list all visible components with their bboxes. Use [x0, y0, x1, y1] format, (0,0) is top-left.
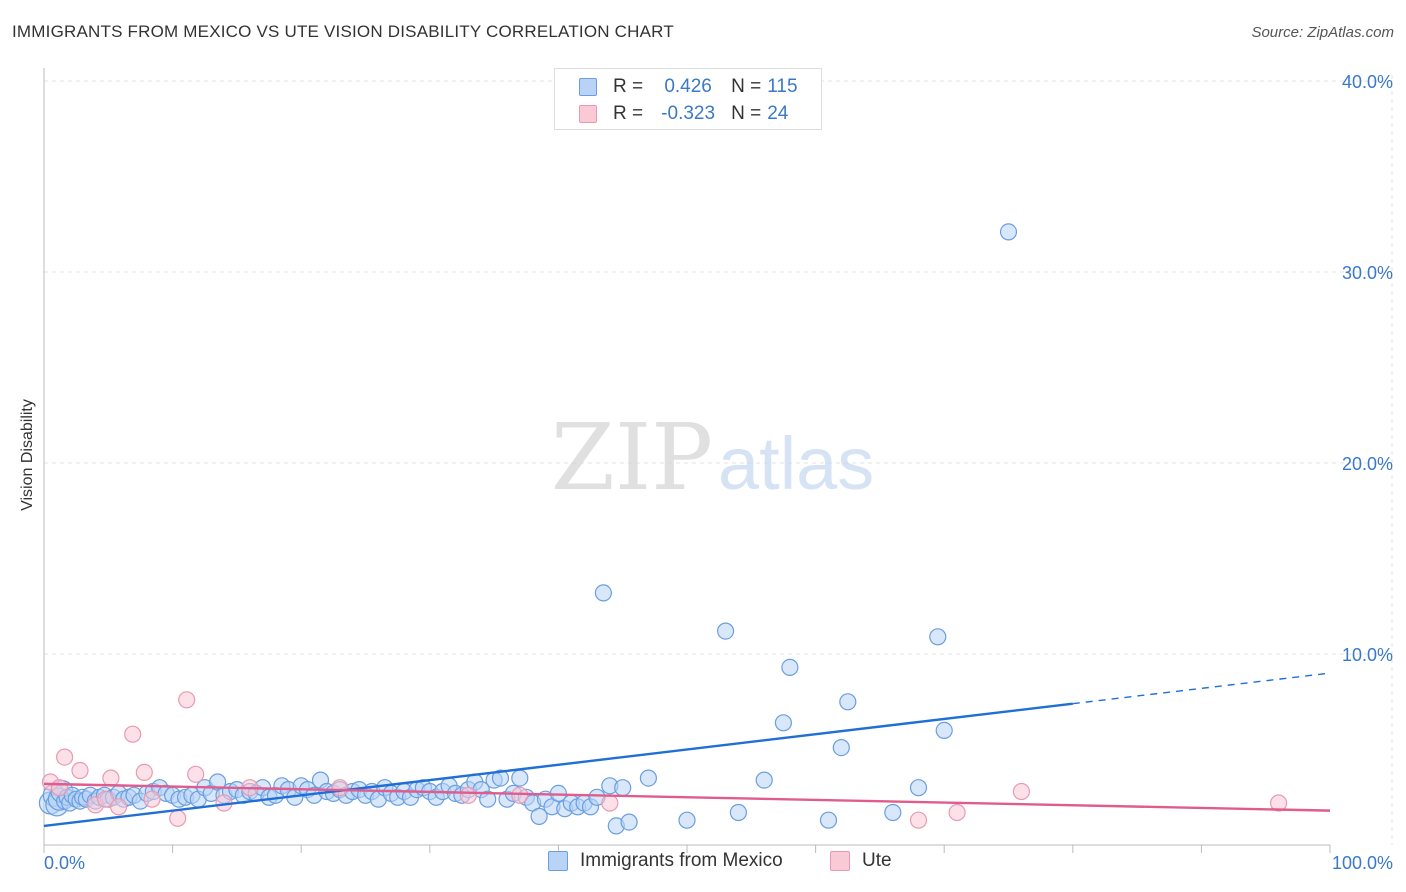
ute-point — [55, 748, 74, 766]
ute-point — [187, 765, 205, 783]
y-axis-title: Vision Disability — [19, 399, 36, 511]
n-value: 24 — [767, 103, 789, 124]
stats-box: R = 0.426 N = 115 R = -0.323 N = 24 — [554, 68, 822, 130]
mexico-point — [511, 769, 529, 787]
ute-point — [601, 794, 619, 812]
n-label: N = — [731, 103, 762, 124]
legend-swatch-mexico — [548, 851, 568, 871]
n-label: N = — [731, 76, 762, 97]
chart-legend: Immigrants from Mexico Ute — [0, 850, 1406, 878]
ute-point — [169, 809, 187, 827]
x-tick-label: 0.0% — [44, 853, 85, 873]
legend-item-mexico[interactable]: Immigrants from Mexico — [548, 850, 783, 872]
mexico-point — [729, 803, 748, 822]
mexico-point — [819, 811, 838, 829]
watermark-zip: ZIP — [551, 404, 713, 511]
ute-point — [331, 779, 349, 797]
watermark: ZIP atlas — [551, 404, 874, 511]
ute-point — [1269, 794, 1288, 812]
ute-point — [909, 811, 928, 829]
ute-point — [135, 763, 153, 782]
mexico-point — [620, 813, 638, 831]
r-label: R = — [613, 103, 644, 124]
y-tick-label: 30.0% — [1342, 263, 1393, 283]
ute-point — [50, 779, 69, 797]
mexico-point — [909, 779, 928, 797]
y-tick-label: 20.0% — [1342, 454, 1393, 474]
legend-label: Immigrants from Mexico — [580, 850, 783, 871]
ute-point — [1012, 782, 1031, 801]
mexico-point — [929, 628, 947, 646]
mexico-point — [639, 769, 658, 787]
ute-point — [97, 790, 115, 808]
mexico-point — [755, 771, 773, 789]
n-value: 115 — [767, 76, 798, 97]
mexico-point — [781, 658, 799, 677]
ute-point — [178, 691, 196, 709]
ute-point — [109, 798, 128, 816]
mexico-point — [935, 721, 953, 740]
ute-point — [143, 790, 161, 808]
mexico-point — [594, 584, 613, 602]
r-value: 0.426 — [664, 76, 712, 97]
mexico-point — [839, 693, 857, 711]
mexico-point — [884, 803, 902, 822]
legend-label: Ute — [862, 850, 892, 871]
ute-point — [71, 761, 89, 780]
mexico-point — [614, 779, 632, 797]
ute-point — [511, 786, 529, 804]
stats-row-ute: R = -0.323 N = 24 — [579, 102, 788, 126]
mexico-point — [530, 807, 548, 826]
trend-layer — [43, 672, 1331, 828]
y-tick-label: 10.0% — [1342, 645, 1393, 665]
stats-swatch-mexico — [579, 78, 597, 96]
ute-point — [124, 725, 142, 743]
mexico-point — [774, 714, 793, 732]
mexico-point — [479, 790, 497, 808]
ute-point — [948, 803, 966, 822]
chart-title: IMMIGRANTS FROM MEXICO VS UTE VISION DIS… — [12, 22, 674, 41]
points-layer — [38, 223, 1288, 835]
legend-swatch-ute — [830, 851, 850, 871]
tick-label-layer: 10.0% 20.0% 30.0% 40.0% 0.0% 100.0% — [44, 72, 1393, 873]
r-label: R = — [613, 76, 644, 97]
ute-point — [459, 786, 477, 804]
mexico-point — [491, 769, 510, 787]
stats-swatch-ute — [579, 105, 597, 123]
r-value: -0.323 — [661, 103, 716, 124]
mexico-trend-line — [43, 702, 1073, 828]
watermark-atlas: atlas — [718, 422, 874, 505]
stats-row-mexico: R = 0.426 N = 115 — [579, 75, 798, 99]
mexico-point — [716, 622, 735, 640]
legend-item-ute[interactable]: Ute — [830, 850, 892, 872]
chart-source: Source: ZipAtlas.com — [1251, 24, 1394, 41]
x-tick-label: 100.0% — [1332, 853, 1393, 873]
mexico-point — [832, 738, 850, 757]
mexico-point — [678, 811, 696, 829]
mexico-point — [999, 223, 1018, 241]
mexico-trend-extension — [1072, 672, 1331, 705]
y-tick-label: 40.0% — [1342, 72, 1393, 92]
ute-trend-line — [43, 782, 1331, 812]
ute-point — [102, 769, 120, 787]
